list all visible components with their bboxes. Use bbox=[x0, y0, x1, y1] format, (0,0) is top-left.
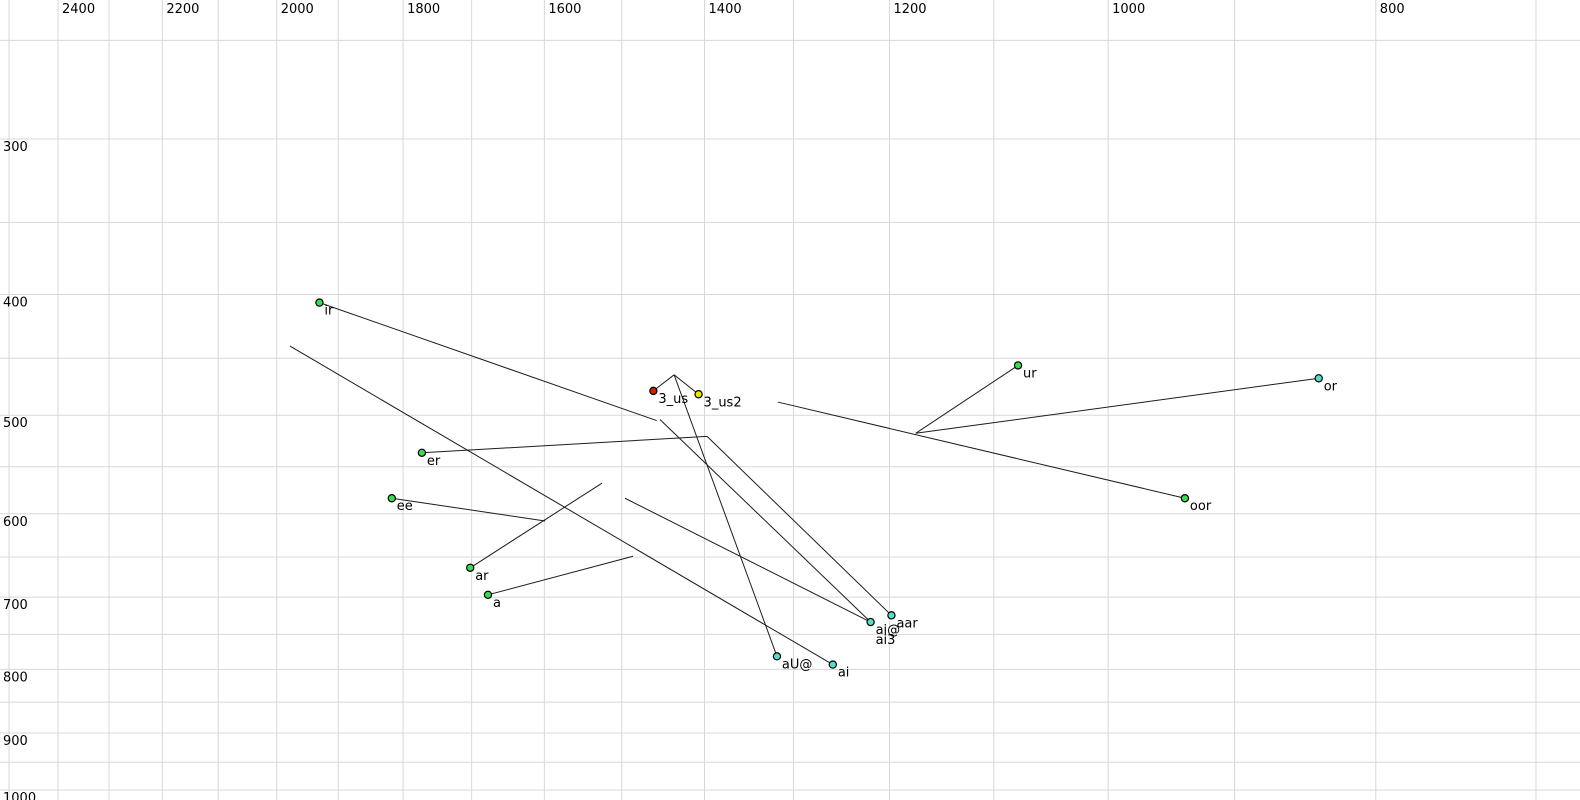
data-point-oor[interactable] bbox=[1180, 494, 1190, 503]
data-point-ee[interactable] bbox=[387, 494, 397, 503]
point-label-ai@: ai@ bbox=[876, 623, 901, 638]
data-point-ai@[interactable] bbox=[866, 617, 875, 627]
data-point-or[interactable] bbox=[1314, 374, 1323, 383]
x-axis-tick-label-2000: 2000 bbox=[281, 2, 314, 17]
trajectory-line-4 bbox=[391, 497, 546, 522]
data-point-3_us2[interactable] bbox=[694, 390, 703, 399]
x-axis-tick-label-1200: 1200 bbox=[893, 2, 926, 17]
point-label-a: a bbox=[493, 596, 501, 611]
y-axis-tick-label-900: 900 bbox=[3, 734, 28, 749]
y-axis-tick-label-600: 600 bbox=[3, 515, 28, 530]
trajectory-line-7 bbox=[624, 497, 871, 623]
data-point-ai[interactable] bbox=[828, 660, 838, 669]
point-label-ir: ir bbox=[324, 304, 334, 319]
trajectory-line-2 bbox=[421, 435, 708, 454]
y-axis-tick-label-1000: 1000 bbox=[3, 791, 36, 800]
point-label-ai: ai bbox=[838, 666, 850, 681]
trajectory-line-8 bbox=[659, 419, 871, 623]
x-axis-tick-label-1400: 1400 bbox=[709, 2, 742, 17]
point-label-or: or bbox=[1324, 379, 1338, 394]
x-axis-tick-label-2400: 2400 bbox=[62, 2, 95, 17]
trajectory-line-12 bbox=[915, 364, 1019, 434]
y-axis-tick-label-400: 400 bbox=[3, 296, 28, 311]
y-axis-tick-label-500: 500 bbox=[3, 416, 28, 431]
trajectory-line-0 bbox=[319, 302, 657, 422]
x-axis-tick-label-1800: 1800 bbox=[407, 2, 440, 17]
data-point-aar[interactable] bbox=[887, 611, 896, 620]
trajectory-line-1 bbox=[289, 345, 834, 666]
data-point-3_us[interactable] bbox=[649, 386, 658, 396]
y-axis-tick-label-700: 700 bbox=[3, 598, 28, 613]
trajectory-line-6 bbox=[487, 555, 634, 596]
point-label-3_us: 3_us bbox=[658, 392, 688, 407]
y-axis-tick-label-800: 800 bbox=[3, 670, 28, 685]
data-point-ur[interactable] bbox=[1013, 361, 1023, 370]
data-point-ir[interactable] bbox=[315, 298, 324, 307]
point-label-ur: ur bbox=[1023, 366, 1037, 381]
trajectory-line-11 bbox=[673, 374, 778, 657]
point-label-ai3: ai3 bbox=[876, 633, 896, 648]
point-label-ee: ee bbox=[397, 499, 413, 514]
trajectory-line-5 bbox=[469, 482, 603, 569]
trajectory-line-14 bbox=[777, 401, 1186, 499]
data-point-a[interactable] bbox=[483, 590, 493, 600]
x-axis-tick-label-2200: 2200 bbox=[166, 2, 199, 17]
point-label-aU@: aU@ bbox=[782, 657, 812, 672]
trajectory-line-10 bbox=[673, 374, 699, 395]
data-point-er[interactable] bbox=[417, 448, 427, 457]
trajectory-line-3 bbox=[706, 436, 892, 616]
x-axis-tick-label-1600: 1600 bbox=[548, 2, 581, 17]
x-axis-tick-label-800: 800 bbox=[1380, 2, 1405, 17]
trajectory-line-9 bbox=[653, 374, 675, 392]
point-label-ar: ar bbox=[475, 569, 489, 584]
x-axis-tick-label-1000: 1000 bbox=[1112, 2, 1145, 17]
data-point-aU@[interactable] bbox=[772, 652, 782, 661]
point-label-3_us2: 3_us2 bbox=[704, 395, 742, 410]
point-label-oor: oor bbox=[1190, 499, 1212, 514]
data-point-ar[interactable] bbox=[466, 563, 475, 572]
y-axis-tick-label-300: 300 bbox=[3, 140, 28, 155]
point-label-aar: aar bbox=[896, 616, 918, 631]
trajectory-line-13 bbox=[915, 377, 1319, 434]
point-label-er: er bbox=[427, 454, 441, 469]
